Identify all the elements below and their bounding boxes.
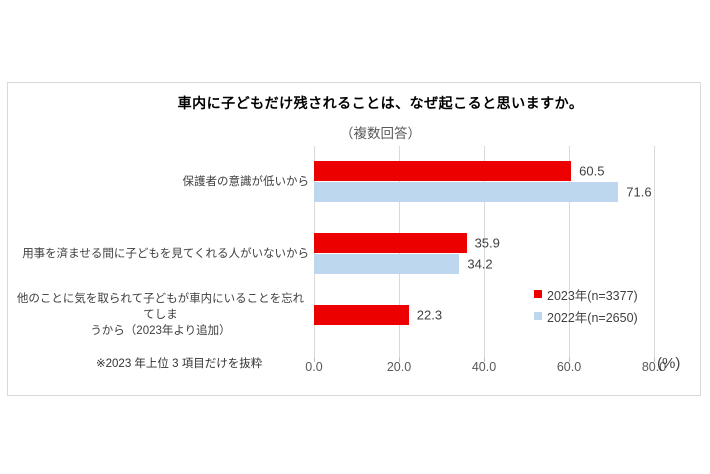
x-tick-label: 40.0	[471, 360, 497, 374]
bar-series-1-cat-1	[314, 254, 460, 274]
value-label: 35.9	[474, 235, 500, 251]
legend-swatch-2023-icon	[534, 290, 542, 298]
legend-label-2022: 2022年(n=2650)	[547, 310, 638, 325]
legend-swatch-2022-icon	[534, 312, 542, 320]
gridline	[569, 146, 570, 358]
axis-tick	[314, 358, 315, 362]
category-label: 他のことに気を取られて子どもが車内にいることを忘れてしま うから（2023年より…	[16, 293, 305, 337]
legend-item-2022: 2022年(n=2650)	[534, 305, 638, 327]
x-tick-label: 80.0	[641, 360, 667, 374]
legend-label-2023: 2023年(n=3377)	[547, 288, 638, 303]
gridline	[654, 146, 655, 358]
axis-tick	[569, 358, 570, 362]
axis-tick	[654, 358, 655, 362]
plot-area: 60.5 35.9 22.3 71.6 34.2	[314, 146, 655, 362]
chart-header: 車内に子どもだけ残されることは、なぜ起こると思いますか。 （複数回答）	[61, 93, 700, 142]
category-label: 保護者の意識が低いから	[182, 175, 310, 188]
chart-subtitle: （複数回答）	[340, 126, 421, 141]
category-label: 用事を済ませる間に子どもを見てくれる人がいないから	[22, 247, 309, 260]
value-label: 71.6	[626, 184, 652, 200]
percent-unit-label: (%)	[657, 355, 681, 372]
bar-series-1-cat-0	[314, 182, 619, 202]
x-tick-label: 0.0	[305, 360, 323, 374]
value-label: 60.5	[579, 163, 605, 179]
x-tick-label: 20.0	[386, 360, 412, 374]
value-label: 22.3	[416, 307, 443, 323]
axis-tick	[399, 358, 400, 362]
axis-tick	[484, 358, 485, 362]
bar-series-0-cat-0	[314, 161, 572, 181]
chart-footnote: ※2023 年上位 3 項目だけを抜粋	[96, 358, 263, 370]
bar-series-0-cat-2	[314, 305, 409, 325]
x-tick-label: 60.0	[556, 360, 582, 374]
chart-title: 車内に子どもだけ残されることは、なぜ起こると思いますか。	[177, 95, 584, 111]
value-axis: 0.0 20.0 40.0 60.0 80.0	[305, 360, 666, 376]
chart-container: 車内に子どもだけ残されることは、なぜ起こると思いますか。 （複数回答） 保護者の…	[7, 82, 701, 396]
legend: 2023年(n=3377) 2022年(n=2650)	[534, 283, 638, 327]
value-label: 34.2	[467, 256, 493, 272]
gridline	[484, 146, 485, 358]
bar-series-0-cat-1	[314, 233, 467, 253]
legend-item-2023: 2023年(n=3377)	[534, 283, 638, 305]
